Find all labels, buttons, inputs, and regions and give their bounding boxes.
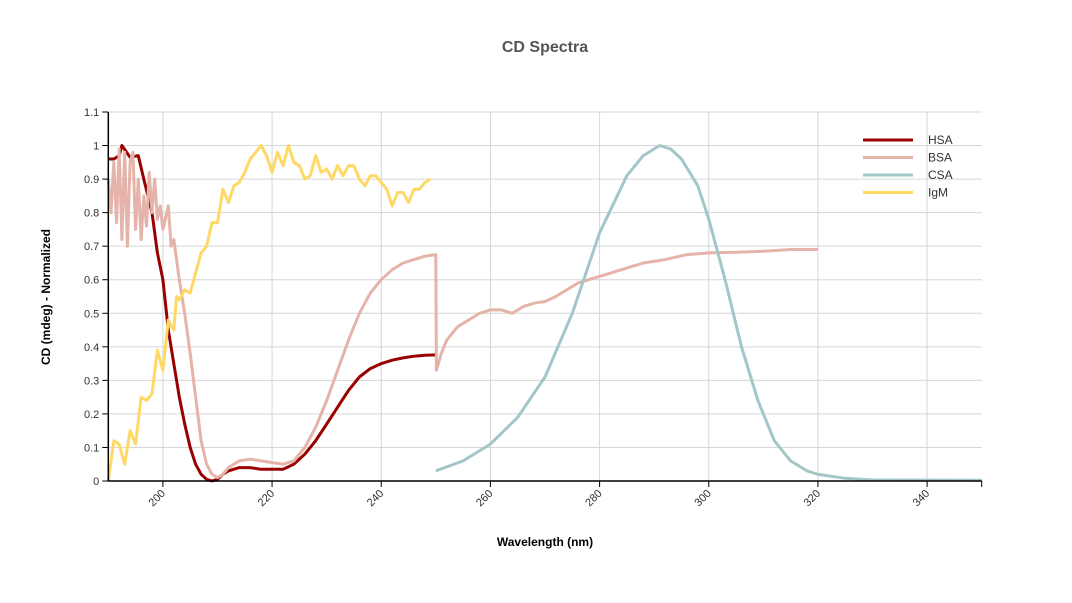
y-tick-label: 0.8 — [84, 208, 99, 220]
y-tick-label: 0.1 — [84, 442, 99, 454]
y-tick-label: 0.5 — [84, 308, 99, 320]
y-tick-label: 0.3 — [84, 375, 99, 387]
x-tick-label: 320 — [802, 488, 823, 509]
legend-label: HSA — [928, 133, 953, 147]
x-tick-label: 300 — [692, 488, 713, 509]
y-tick-label: 0.2 — [84, 409, 99, 421]
x-tick-label: 280 — [583, 488, 604, 509]
y-tick-label: 0.7 — [84, 241, 99, 253]
series-line-igm — [106, 144, 432, 482]
legend: HSA BSA CSA IgM — [863, 133, 953, 200]
series-line-bsa — [106, 147, 818, 480]
y-tick-label: 1.1 — [84, 107, 99, 119]
series-line-csa — [435, 144, 982, 482]
y-tick-label: 0.4 — [84, 342, 99, 354]
legend-label: IgM — [928, 186, 948, 200]
legend-label: CSA — [928, 168, 953, 182]
x-tick-label: 220 — [256, 488, 277, 509]
x-tick-label: 200 — [147, 488, 168, 509]
axes: 0 0.1 0.2 0.3 0.4 0.5 0.6 0.7 0.8 0.9 1 1.1 200 220 24… — [84, 107, 983, 509]
x-tick-label: 260 — [474, 488, 495, 509]
y-tick-label: 0.6 — [84, 275, 99, 287]
legend-label: BSA — [928, 151, 952, 165]
x-axis-label: Wavelength (nm) — [497, 535, 593, 549]
gridlines — [108, 111, 982, 482]
x-tick-label: 340 — [911, 488, 932, 509]
y-tick-label: 0 — [93, 476, 99, 488]
y-axis-label: CD (mdeg) - Normalized — [39, 229, 53, 365]
y-tick-label: 1 — [93, 141, 99, 153]
x-tick-label: 240 — [365, 488, 386, 509]
series-lines — [106, 144, 982, 483]
y-tick-label: 0.9 — [84, 174, 99, 186]
chart-title: CD Spectra — [502, 39, 588, 56]
